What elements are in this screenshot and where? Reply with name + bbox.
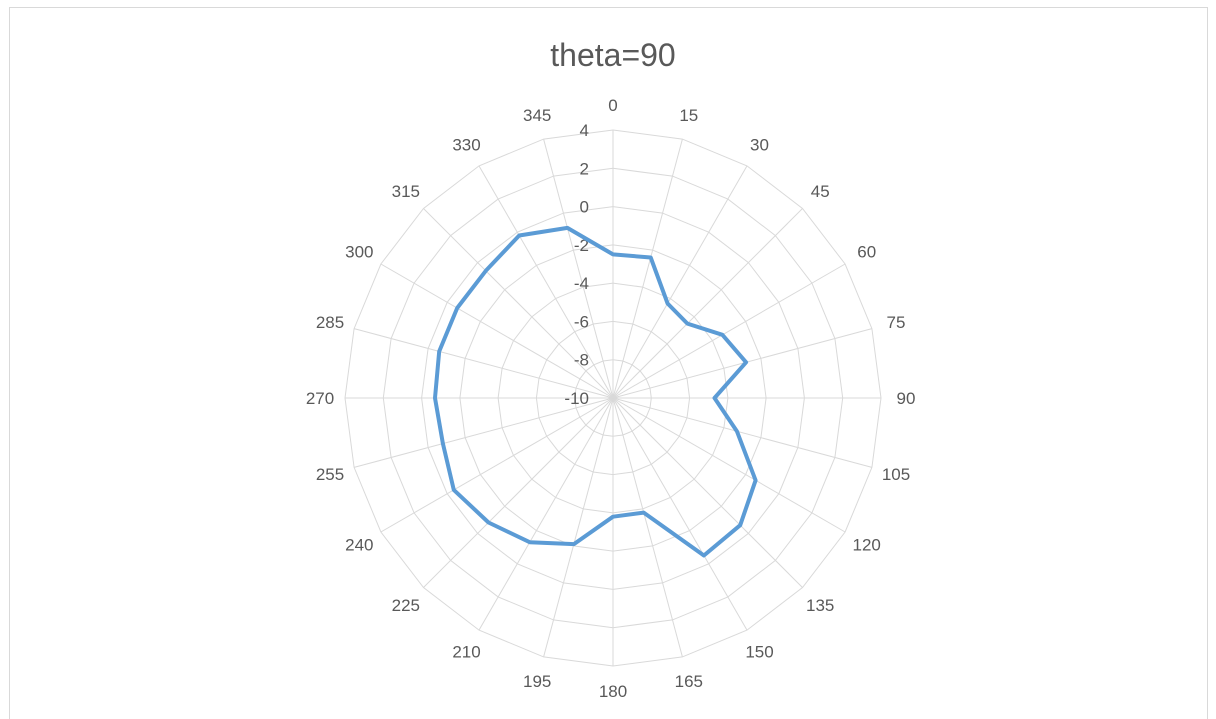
radial-tick-label: -6 [574,312,589,331]
radial-tick-label: -8 [574,351,589,370]
category-label: 30 [750,135,769,154]
grid-spoke [353,397,614,468]
data-series [433,225,758,558]
grid-spoke [612,397,748,631]
category-label: 60 [857,243,876,262]
category-label: 225 [392,596,420,615]
radial-tick-label: 0 [580,198,589,217]
radial-tick-label: -2 [574,236,589,255]
category-label: 240 [345,536,373,555]
category-label: 45 [811,182,830,201]
category-label: 150 [745,643,773,662]
radial-tick-label: 2 [580,159,589,178]
grid-spoke [423,208,614,399]
grid-spoke [612,397,803,588]
category-label: 90 [897,389,916,408]
chart-title: theta=90 [550,37,675,73]
grid-spoke [612,397,873,468]
category-label: 345 [523,106,551,125]
grid-spoke [612,397,846,533]
category-label: 180 [599,682,627,701]
category-label: 330 [452,135,480,154]
grid-spoke [612,208,803,399]
radial-tick-label: -10 [564,389,589,408]
category-label: 15 [679,106,698,125]
grid-spoke [380,397,614,533]
radial-tick-label: 4 [580,121,589,140]
category-label: 0 [608,96,617,115]
radial-tick-labels: 4 2 0 -2 -4 -6 -8 -10 [564,121,589,408]
category-label: 285 [316,313,344,332]
category-label: 120 [853,536,881,555]
grid-spoke [612,138,683,399]
grid-spoke [478,397,614,631]
grid-spoke [612,263,846,399]
radar-chart: theta=90 4 2 0 -2 -4 -6 -8 -10 0 15 30 45 60 75 90 105… [306,37,916,701]
category-label: 195 [523,672,551,691]
grid-spoke [380,263,614,399]
grid-spoke [612,165,748,399]
category-label: 75 [887,313,906,332]
chart-area: theta=90 4 2 0 -2 -4 -6 -8 -10 0 15 30 45 60 75 90 105… [9,7,1208,719]
category-label: 135 [806,596,834,615]
category-label: 105 [882,465,910,484]
grid-spoke [353,328,614,399]
radial-tick-label: -4 [574,274,589,293]
series-line [433,225,758,558]
category-label: 210 [452,643,480,662]
grid-spoke [612,328,873,399]
grid-spoke [543,397,614,658]
grid-spoke [543,138,614,399]
grid-spoke [478,165,614,399]
category-label: 315 [392,182,420,201]
category-label: 165 [675,672,703,691]
category-label: 255 [316,465,344,484]
category-labels: 0153045607590105120135150165180195210225… [306,96,916,701]
category-label: 300 [345,243,373,262]
radar-grid [344,129,882,667]
grid-spoke [423,397,614,588]
grid-spoke [612,397,683,658]
category-label: 270 [306,389,334,408]
